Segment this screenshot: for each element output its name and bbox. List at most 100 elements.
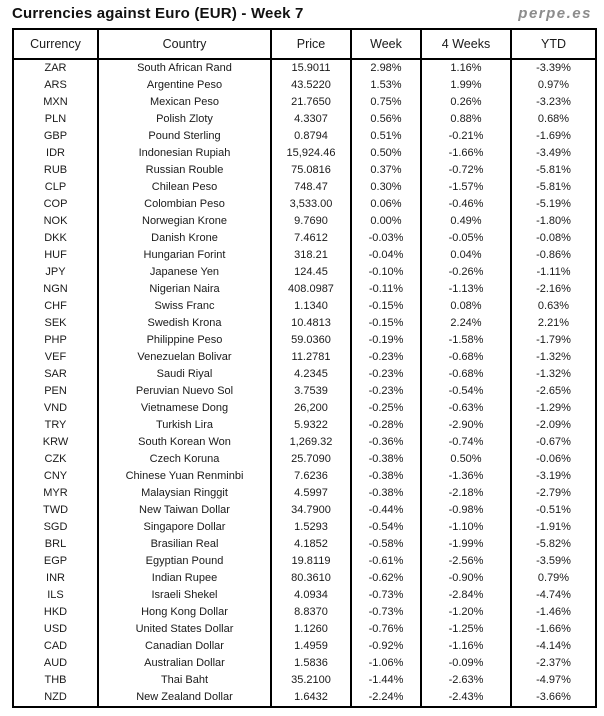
country-name: Thai Baht xyxy=(97,672,272,689)
currency-code: ARS xyxy=(12,77,99,94)
price-value: 59.0360 xyxy=(270,332,352,349)
ytd-change: -4.74% xyxy=(510,587,597,604)
country-name: Egyptian Pound xyxy=(97,553,272,570)
ytd-change: -0.51% xyxy=(510,502,597,519)
currency-code: INR xyxy=(12,570,99,587)
ytd-change: -3.59% xyxy=(510,553,597,570)
price-value: 408.0987 xyxy=(270,281,352,298)
week-change: -2.24% xyxy=(350,689,422,707)
four-weeks-change: -2.63% xyxy=(420,672,512,689)
price-value: 4.5997 xyxy=(270,485,352,502)
table-row: JPY Japanese Yen 124.45 -0.10% -0.26% -1.11% xyxy=(12,264,597,281)
four-weeks-change: -0.72% xyxy=(420,162,512,179)
ytd-change: -5.82% xyxy=(510,536,597,553)
currency-code: GBP xyxy=(12,128,99,145)
table-row: CHF Swiss Franc 1.1340 -0.15% 0.08% 0.63% xyxy=(12,298,597,315)
table-row: CAD Canadian Dollar 1.4959 -0.92% -1.16% -4.1… xyxy=(12,638,597,655)
price-value: 1.5836 xyxy=(270,655,352,672)
country-name: Vietnamese Dong xyxy=(97,400,272,417)
country-name: United States Dollar xyxy=(97,621,272,638)
week-change: -0.15% xyxy=(350,298,422,315)
ytd-change: -1.66% xyxy=(510,621,597,638)
price-value: 1.1340 xyxy=(270,298,352,315)
currency-code: HKD xyxy=(12,604,99,621)
four-weeks-change: -2.90% xyxy=(420,417,512,434)
table-row: TRY Turkish Lira 5.9322 -0.28% -2.90% -2.09% xyxy=(12,417,597,434)
four-weeks-change: -1.57% xyxy=(420,179,512,196)
country-name: Czech Koruna xyxy=(97,451,272,468)
week-change: -0.19% xyxy=(350,332,422,349)
price-value: 4.0934 xyxy=(270,587,352,604)
table-row: TWD New Taiwan Dollar 34.7900 -0.44% -0.98% -… xyxy=(12,502,597,519)
currency-code: NGN xyxy=(12,281,99,298)
currency-code: PLN xyxy=(12,111,99,128)
table-row: INR Indian Rupee 80.3610 -0.62% -0.90% 0.79% xyxy=(12,570,597,587)
currency-code: BRL xyxy=(12,536,99,553)
ytd-change: -5.19% xyxy=(510,196,597,213)
country-name: Australian Dollar xyxy=(97,655,272,672)
table-row: EGP Egyptian Pound 19.8119 -0.61% -2.56% -3.5… xyxy=(12,553,597,570)
country-name: Pound Sterling xyxy=(97,128,272,145)
table-row: NGN Nigerian Naira 408.0987 -0.11% -1.13% -2.… xyxy=(12,281,597,298)
country-name: Swedish Krona xyxy=(97,315,272,332)
ytd-change: -2.16% xyxy=(510,281,597,298)
country-name: Mexican Peso xyxy=(97,94,272,111)
price-value: 1.4959 xyxy=(270,638,352,655)
four-weeks-change: -1.58% xyxy=(420,332,512,349)
ytd-change: -0.08% xyxy=(510,230,597,247)
ytd-change: -2.37% xyxy=(510,655,597,672)
price-value: 15.9011 xyxy=(270,59,352,77)
price-value: 1.5293 xyxy=(270,519,352,536)
country-name: Canadian Dollar xyxy=(97,638,272,655)
country-name: Venezuelan Bolivar xyxy=(97,349,272,366)
table-row: DKK Danish Krone 7.4612 -0.03% -0.05% -0.08% xyxy=(12,230,597,247)
four-weeks-change: -1.10% xyxy=(420,519,512,536)
four-weeks-change: 0.50% xyxy=(420,451,512,468)
price-value: 11.2781 xyxy=(270,349,352,366)
ytd-change: 2.21% xyxy=(510,315,597,332)
week-change: -0.92% xyxy=(350,638,422,655)
currency-code: ZAR xyxy=(12,59,99,77)
week-change: -0.58% xyxy=(350,536,422,553)
currency-code: SGD xyxy=(12,519,99,536)
four-weeks-change: -2.56% xyxy=(420,553,512,570)
currency-code: VEF xyxy=(12,349,99,366)
currency-code: COP xyxy=(12,196,99,213)
four-weeks-change: -1.16% xyxy=(420,638,512,655)
ytd-change: -1.69% xyxy=(510,128,597,145)
week-change: -0.54% xyxy=(350,519,422,536)
currency-code: CHF xyxy=(12,298,99,315)
week-change: 0.00% xyxy=(350,213,422,230)
country-name: Turkish Lira xyxy=(97,417,272,434)
price-value: 1,269.32 xyxy=(270,434,352,451)
four-weeks-change: -1.20% xyxy=(420,604,512,621)
ytd-change: -2.65% xyxy=(510,383,597,400)
week-change: 0.37% xyxy=(350,162,422,179)
country-name: New Zealand Dollar xyxy=(97,689,272,707)
ytd-change: -2.79% xyxy=(510,485,597,502)
country-name: Hong Kong Dollar xyxy=(97,604,272,621)
table-row: SAR Saudi Riyal 4.2345 -0.23% -0.68% -1.32% xyxy=(12,366,597,383)
four-weeks-change: -1.25% xyxy=(420,621,512,638)
week-change: 2.98% xyxy=(350,59,422,77)
currency-code: AUD xyxy=(12,655,99,672)
currency-code: DKK xyxy=(12,230,99,247)
currency-code: RUB xyxy=(12,162,99,179)
table-row: VND Vietnamese Dong 26,200 -0.25% -0.63% -1.2… xyxy=(12,400,597,417)
week-change: -0.38% xyxy=(350,468,422,485)
table-row: KRW South Korean Won 1,269.32 -0.36% -0.74% -… xyxy=(12,434,597,451)
four-weeks-change: -0.63% xyxy=(420,400,512,417)
price-value: 21.7650 xyxy=(270,94,352,111)
ytd-change: -1.32% xyxy=(510,349,597,366)
price-value: 80.3610 xyxy=(270,570,352,587)
ytd-change: -0.86% xyxy=(510,247,597,264)
currency-code: IDR xyxy=(12,145,99,162)
table-row: NOK Norwegian Krone 9.7690 0.00% 0.49% -1.80% xyxy=(12,213,597,230)
price-value: 10.4813 xyxy=(270,315,352,332)
price-value: 124.45 xyxy=(270,264,352,281)
table-row: PHP Philippine Peso 59.0360 -0.19% -1.58% -1.… xyxy=(12,332,597,349)
titlebar: Currencies against Euro (EUR) - Week 7 p… xyxy=(0,0,604,28)
price-value: 318.21 xyxy=(270,247,352,264)
column-header-week: Week xyxy=(350,28,422,60)
price-value: 0.8794 xyxy=(270,128,352,145)
